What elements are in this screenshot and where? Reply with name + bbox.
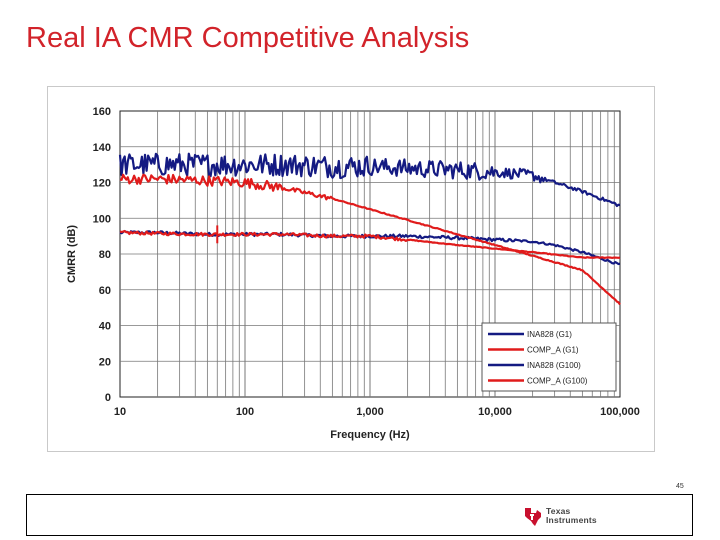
page-number: 45 bbox=[676, 483, 684, 490]
legend-label: INA828 (G1) bbox=[527, 330, 572, 339]
x-tick-label: 100,000 bbox=[600, 406, 640, 418]
logo-text: Texas Instruments bbox=[546, 507, 597, 525]
grid-lines bbox=[120, 111, 620, 397]
series-line-4 bbox=[119, 173, 621, 306]
y-tick-label: 20 bbox=[99, 356, 111, 368]
x-tick-label: 10,000 bbox=[478, 406, 512, 418]
x-tick-label: 100 bbox=[236, 406, 254, 418]
y-tick-label: 140 bbox=[93, 142, 111, 154]
y-tick-label: 40 bbox=[99, 321, 111, 333]
chart-frame: 0 20 40 60 80 100 120 140 160 10 100 1,000 10,000 100… bbox=[47, 86, 655, 452]
y-tick-label: 0 bbox=[105, 392, 111, 404]
y-tick-label: 100 bbox=[93, 213, 111, 225]
slide-title: Real IA CMR Competitive Analysis bbox=[26, 22, 470, 54]
y-tick-label: 80 bbox=[99, 249, 111, 261]
series-group bbox=[118, 152, 621, 306]
footer-box bbox=[26, 494, 693, 536]
logo-text-line2: Instruments bbox=[546, 515, 597, 525]
legend-label: COMP_A (G1) bbox=[527, 346, 579, 355]
y-tick-label: 120 bbox=[93, 178, 111, 190]
cmrr-chart: 0 20 40 60 80 100 120 140 160 10 100 1,000 10,000 100… bbox=[66, 106, 640, 441]
x-axis-label: Frequency (Hz) bbox=[330, 429, 410, 441]
texas-instruments-logo: Texas Instruments bbox=[523, 505, 597, 527]
x-tick-label: 10 bbox=[114, 406, 126, 418]
x-tick-label: 1,000 bbox=[356, 406, 384, 418]
y-tick-label: 160 bbox=[93, 106, 111, 118]
series-line-2 bbox=[119, 230, 621, 259]
y-tick-label: 60 bbox=[99, 285, 111, 297]
y-axis-label: CMRR (dB) bbox=[66, 225, 78, 283]
legend: INA828 (G1) COMP_A (G1) INA828 (G100) COMP_… bbox=[481, 322, 617, 392]
series-line-3 bbox=[118, 152, 621, 208]
legend-label: INA828 (G100) bbox=[527, 361, 581, 370]
legend-label: COMP_A (G100) bbox=[527, 377, 588, 386]
texas-state-icon bbox=[525, 508, 541, 526]
logo-text-line1: Texas bbox=[546, 506, 571, 516]
